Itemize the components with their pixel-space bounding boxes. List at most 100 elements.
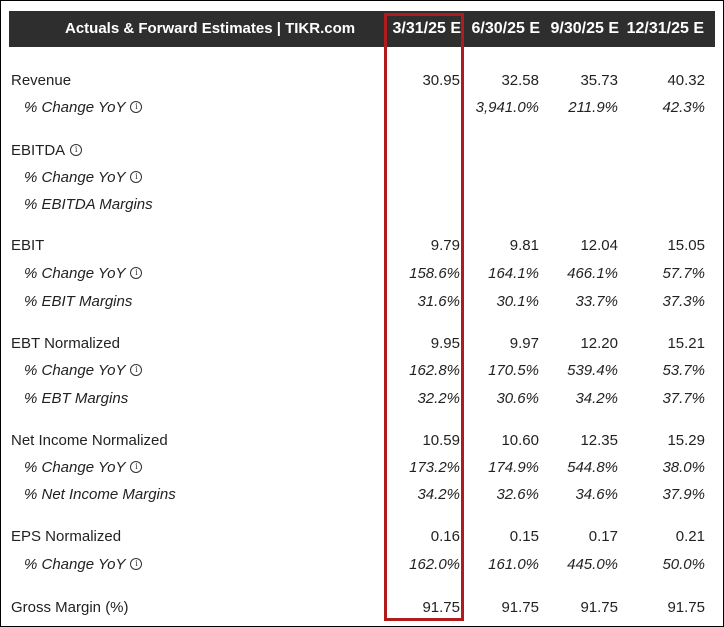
table-row: % EBT Margins 32.2% 30.6% 34.2% 37.7% (0, 387, 724, 411)
row-label[interactable]: % Change YoY i (24, 166, 143, 190)
row-label-text: % Change YoY (24, 99, 126, 116)
table-row: % Change YoY i (0, 166, 724, 190)
cell-value: 0.15 (509, 528, 539, 545)
cell-value: 164.1% (488, 265, 539, 282)
table-row: EBIT 9.79 9.81 12.04 15.05 (0, 234, 724, 258)
cell-value: 35.73 (580, 72, 618, 89)
cell-value: 0.17 (588, 528, 618, 545)
info-circle-icon[interactable]: i (70, 144, 83, 157)
info-circle-icon[interactable]: i (130, 101, 143, 114)
row-label[interactable]: % Change YoY i (24, 262, 143, 286)
cell-value: 37.3% (662, 293, 705, 310)
row-label-text: Net Income Normalized (11, 432, 168, 449)
cell-value: 12.04 (580, 237, 618, 254)
row-label[interactable]: Gross Margin (%) (11, 596, 129, 620)
info-circle-icon[interactable]: i (130, 364, 143, 377)
cell-value: 57.7% (662, 265, 705, 282)
info-circle-icon[interactable]: i (130, 171, 143, 184)
row-label[interactable]: % Change YoY i (24, 456, 143, 480)
table-header: Actuals & Forward Estimates | TIKR.com 3… (9, 11, 715, 47)
table-row: % Change YoY i 162.0% 161.0% 445.0% 50.0% (0, 553, 724, 577)
row-label-text: % Change YoY (24, 265, 126, 282)
cell-value: 10.59 (422, 432, 460, 449)
cell-value: 50.0% (662, 556, 705, 573)
cell-value: 91.75 (667, 599, 705, 616)
row-label-text: EPS Normalized (11, 528, 122, 545)
info-circle-icon[interactable]: i (130, 461, 143, 474)
table-row: EBT Normalized 9.95 9.97 12.20 15.21 (0, 332, 724, 356)
table-row: % Change YoY i 158.6% 164.1% 466.1% 57.7% (0, 262, 724, 286)
row-label[interactable]: % Change YoY i (24, 553, 143, 577)
cell-value: 34.2% (575, 390, 618, 407)
row-label[interactable]: Revenue (11, 69, 71, 93)
cell-value: 30.6% (496, 390, 539, 407)
row-label-text: EBT Normalized (11, 335, 120, 352)
cell-value: 9.95 (430, 335, 460, 352)
row-label[interactable]: EPS Normalized (11, 525, 121, 549)
cell-value: 34.6% (575, 486, 618, 503)
cell-value: 15.29 (667, 432, 705, 449)
cell-value: 37.9% (662, 486, 705, 503)
cell-value: 33.7% (575, 293, 618, 310)
cell-value: 12.35 (580, 432, 618, 449)
cell-value: 0.16 (430, 528, 460, 545)
row-label[interactable]: EBITDA i (11, 139, 83, 163)
cell-value: 91.75 (580, 599, 618, 616)
row-label[interactable]: % Net Income Margins (24, 483, 176, 507)
cell-value: 162.8% (409, 362, 460, 379)
table-row: % Change YoY i 162.8% 170.5% 539.4% 53.7% (0, 359, 724, 383)
cell-value: 170.5% (488, 362, 539, 379)
cell-value: 174.9% (488, 459, 539, 476)
cell-value: 445.0% (567, 556, 618, 573)
table-row: Revenue 30.95 32.58 35.73 40.32 (0, 69, 724, 93)
row-label-text: Gross Margin (%) (11, 599, 129, 616)
table-row: Gross Margin (%) 91.75 91.75 91.75 91.75 (0, 596, 724, 620)
info-circle-icon[interactable]: i (130, 558, 143, 571)
cell-value: 9.97 (509, 335, 539, 352)
table-row: % Net Income Margins 34.2% 32.6% 34.6% 37.9% (0, 483, 724, 507)
row-label[interactable]: % EBITDA Margins (24, 193, 153, 217)
cell-value: 32.6% (496, 486, 539, 503)
row-label-text: % EBT Margins (24, 390, 129, 407)
cell-value: 31.6% (417, 293, 460, 310)
cell-value: 466.1% (567, 265, 618, 282)
cell-value: 34.2% (417, 486, 460, 503)
table-row: % EBITDA Margins (0, 193, 724, 217)
row-label-text: % Change YoY (24, 459, 126, 476)
row-label[interactable]: EBIT (11, 234, 44, 258)
cell-value: 9.81 (509, 237, 539, 254)
row-label-text: % Net Income Margins (24, 486, 176, 503)
cell-value: 3,941.0% (475, 99, 539, 116)
cell-value: 38.0% (662, 459, 705, 476)
table-title: Actuals & Forward Estimates | TIKR.com (65, 20, 356, 37)
cell-value: 161.0% (488, 556, 539, 573)
row-label[interactable]: % Change YoY i (24, 96, 143, 120)
cell-value: 40.32 (667, 72, 705, 89)
column-header-q4[interactable]: 12/31/25 E (626, 20, 704, 37)
row-label[interactable]: % EBT Margins (24, 387, 128, 411)
row-label-text: Revenue (11, 72, 72, 89)
row-label[interactable]: Net Income Normalized (11, 429, 168, 453)
cell-value: 30.1% (496, 293, 539, 310)
row-label-text: % Change YoY (24, 169, 126, 186)
column-header-q3[interactable]: 9/30/25 E (550, 20, 620, 37)
table-row: EBITDA i (0, 139, 724, 163)
row-label-text: % Change YoY (24, 362, 126, 379)
column-header-q2[interactable]: 6/30/25 E (471, 20, 541, 37)
cell-value: 15.21 (667, 335, 705, 352)
column-header-q1[interactable]: 3/31/25 E (392, 20, 462, 37)
row-label[interactable]: % EBIT Margins (24, 290, 132, 314)
row-label-text: EBITDA (11, 142, 66, 159)
row-label[interactable]: EBT Normalized (11, 332, 120, 356)
cell-value: 539.4% (567, 362, 618, 379)
info-circle-icon[interactable]: i (130, 267, 143, 280)
cell-value: 173.2% (409, 459, 460, 476)
cell-value: 12.20 (580, 335, 618, 352)
row-label[interactable]: % Change YoY i (24, 359, 143, 383)
cell-value: 211.9% (568, 99, 618, 116)
cell-value: 9.79 (430, 237, 460, 254)
cell-value: 32.2% (417, 390, 460, 407)
row-label-text: % EBITDA Margins (24, 196, 153, 213)
table-row: Net Income Normalized 10.59 10.60 12.35 15.2… (0, 429, 724, 453)
